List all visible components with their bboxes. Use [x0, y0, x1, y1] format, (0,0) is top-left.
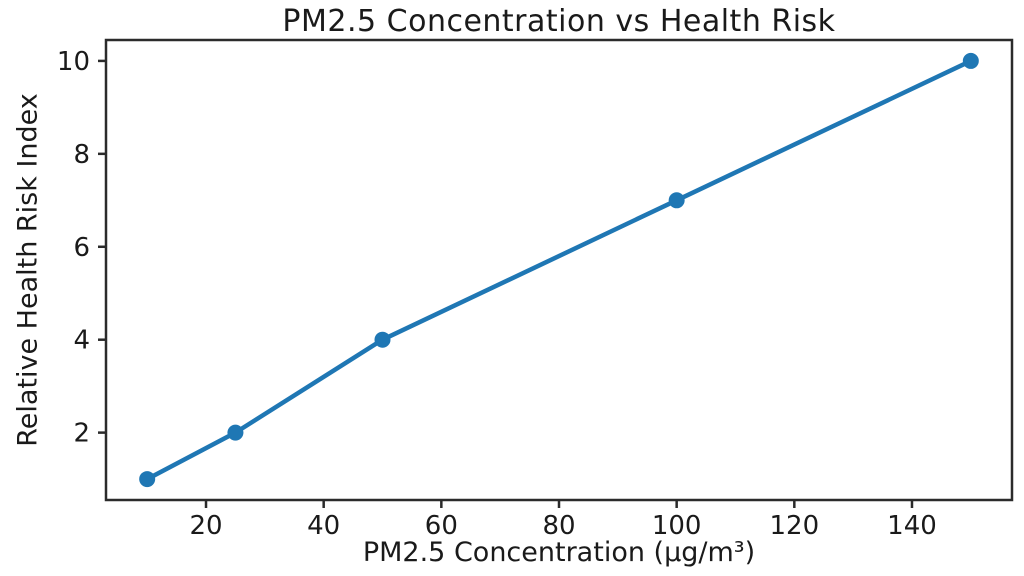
- y-tick-label: 6: [73, 233, 90, 263]
- x-tick-label: 100: [652, 511, 702, 541]
- data-point: [139, 471, 156, 488]
- data-point: [227, 424, 244, 441]
- data-point: [374, 331, 391, 348]
- x-tick-label: 120: [770, 511, 820, 541]
- data-line: [144, 58, 974, 482]
- data-point: [668, 192, 685, 209]
- y-axis-label: Relative Health Risk Index: [12, 93, 44, 447]
- y-tick-label: 10: [57, 47, 90, 77]
- y-tick-label: 4: [73, 326, 90, 356]
- x-tick-label: 40: [307, 511, 340, 541]
- x-axis-label: PM2.5 Concentration (μg/m³): [362, 537, 756, 568]
- x-tick-label: 80: [542, 511, 575, 541]
- chart-title: PM2.5 Concentration vs Health Risk: [282, 4, 836, 39]
- x-tick-label: 60: [425, 511, 458, 541]
- x-tick-label: 20: [189, 511, 222, 541]
- axes-box: [104, 38, 1014, 502]
- y-tick-label: 8: [73, 140, 90, 170]
- y-tick-label: 2: [73, 419, 90, 449]
- x-tick-label: 140: [887, 511, 937, 541]
- data-point: [962, 52, 979, 69]
